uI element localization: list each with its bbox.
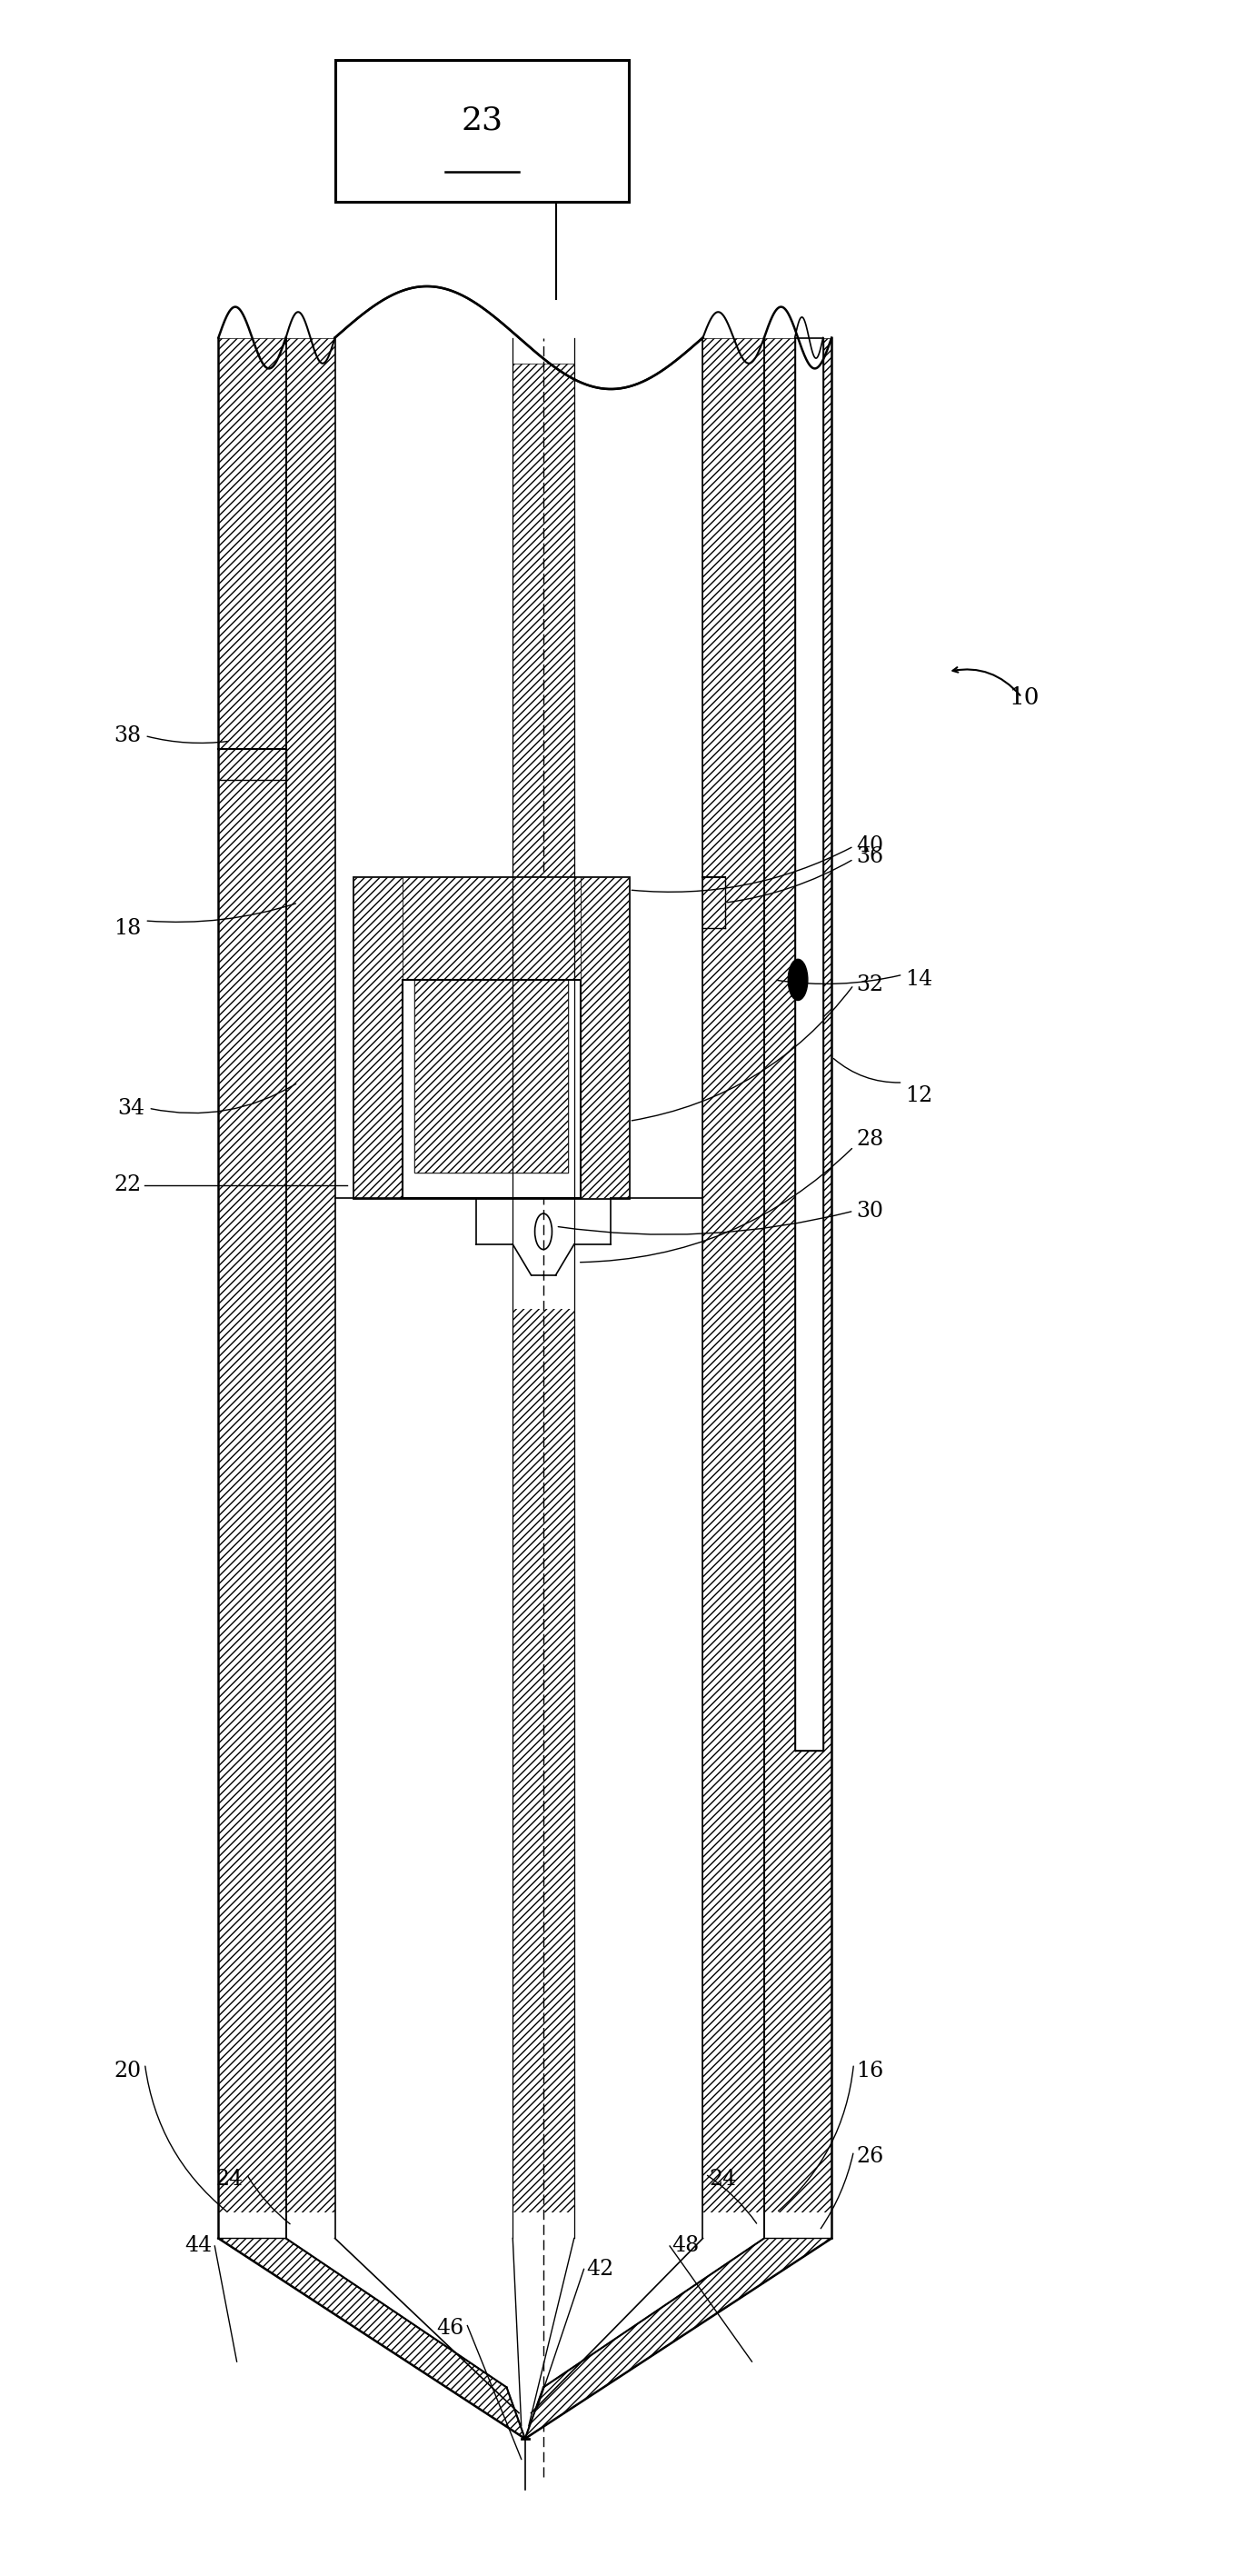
- Circle shape: [789, 958, 808, 999]
- Bar: [334, 337, 703, 2239]
- Text: 40: 40: [856, 835, 884, 858]
- Bar: [353, 876, 629, 1198]
- Bar: [415, 979, 568, 1172]
- Text: 32: 32: [856, 974, 884, 994]
- Bar: [415, 979, 568, 1172]
- Text: 46: 46: [436, 2318, 464, 2339]
- Bar: [795, 337, 823, 1749]
- Bar: [353, 876, 402, 1198]
- Text: 30: 30: [856, 1200, 884, 1221]
- Text: 20: 20: [114, 2061, 141, 2081]
- Text: 38: 38: [114, 726, 141, 747]
- Text: 44: 44: [185, 2236, 212, 2257]
- Text: 36: 36: [856, 845, 884, 868]
- Polygon shape: [218, 2239, 524, 2439]
- Text: 24: 24: [710, 2169, 737, 2190]
- Text: 23: 23: [462, 106, 503, 137]
- Bar: [415, 979, 568, 1172]
- Text: 10: 10: [1009, 685, 1040, 708]
- Bar: [580, 876, 629, 1198]
- Text: 14: 14: [906, 969, 933, 989]
- Text: 22: 22: [114, 1175, 141, 1195]
- Bar: [334, 363, 513, 2213]
- Text: 48: 48: [673, 2236, 700, 2257]
- Text: 26: 26: [856, 2146, 884, 2166]
- Bar: [703, 337, 764, 2239]
- Text: 34: 34: [117, 1097, 144, 1118]
- Bar: [764, 337, 832, 2239]
- Bar: [218, 337, 286, 2239]
- Text: 18: 18: [114, 917, 141, 938]
- Text: 16: 16: [856, 2061, 884, 2081]
- Bar: [206, 2213, 844, 2491]
- Text: 28: 28: [856, 1128, 884, 1149]
- Bar: [402, 876, 580, 979]
- Bar: [574, 363, 703, 2213]
- Bar: [286, 337, 334, 2239]
- Bar: [334, 59, 629, 201]
- Text: 12: 12: [906, 1084, 933, 1105]
- Bar: [334, 1146, 703, 1309]
- Text: 24: 24: [216, 2169, 243, 2190]
- Polygon shape: [524, 2239, 832, 2439]
- Bar: [513, 363, 574, 2213]
- Bar: [402, 979, 580, 1198]
- Text: 42: 42: [586, 2259, 613, 2280]
